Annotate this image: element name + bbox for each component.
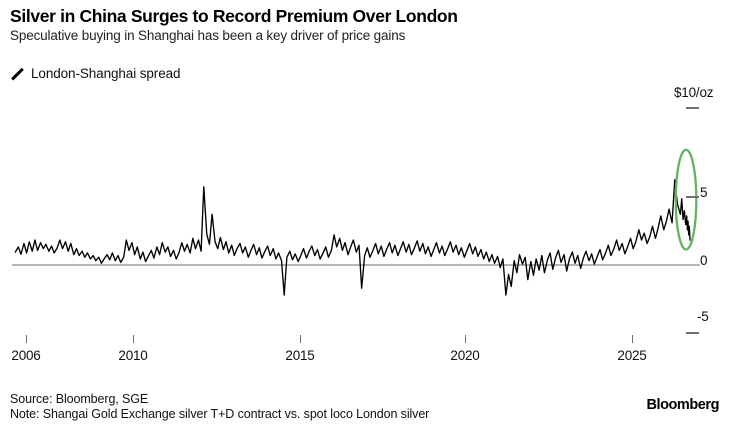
bloomberg-logo: Bloomberg — [646, 397, 720, 413]
x-axis-label-2006: 2006 — [11, 348, 41, 363]
y-axis-label-0: 0 — [700, 253, 708, 268]
x-axis-label-2015: 2015 — [285, 348, 315, 363]
x-axis-tick-2015 — [300, 335, 302, 343]
diagonal-line-icon — [11, 67, 24, 80]
note-line: Note: Shangai Gold Exchange silver T+D c… — [10, 406, 430, 421]
page-title: Silver in China Surges to Record Premium… — [10, 6, 458, 26]
x-axis-label-2020: 2020 — [450, 348, 480, 363]
y-axis-tick-5 — [686, 196, 699, 198]
y-axis-label-neg5: -5 — [697, 309, 709, 324]
plot-area — [0, 80, 729, 335]
source-line: Source: Bloomberg, SGE — [10, 392, 149, 406]
y-axis-tick-neg5 — [686, 332, 699, 334]
record-premium-highlight-ellipse — [674, 148, 698, 251]
legend-item-label: London-Shanghai spread — [31, 66, 181, 81]
y-axis-tick-10 — [686, 107, 699, 109]
y-axis-label-5: 5 — [700, 185, 708, 200]
series-line-london-shanghai-spread — [14, 179, 691, 296]
chart-svg — [12, 148, 700, 296]
x-axis-tick-2020 — [465, 335, 467, 343]
y-axis-label-10: $10/oz — [674, 85, 714, 100]
x-axis-tick-2025 — [632, 335, 634, 343]
x-axis-tick-2010 — [133, 335, 135, 343]
x-axis-label-2010: 2010 — [118, 348, 148, 363]
page-subtitle: Speculative buying in Shanghai has been … — [10, 28, 406, 43]
x-axis-label-2025: 2025 — [617, 348, 647, 363]
chart-footnotes: Source: Bloomberg, SGE Note: Shangai Gol… — [10, 392, 429, 421]
x-axis-tick-2006 — [26, 335, 28, 343]
chart-legend: London-Shanghai spread — [11, 66, 181, 81]
